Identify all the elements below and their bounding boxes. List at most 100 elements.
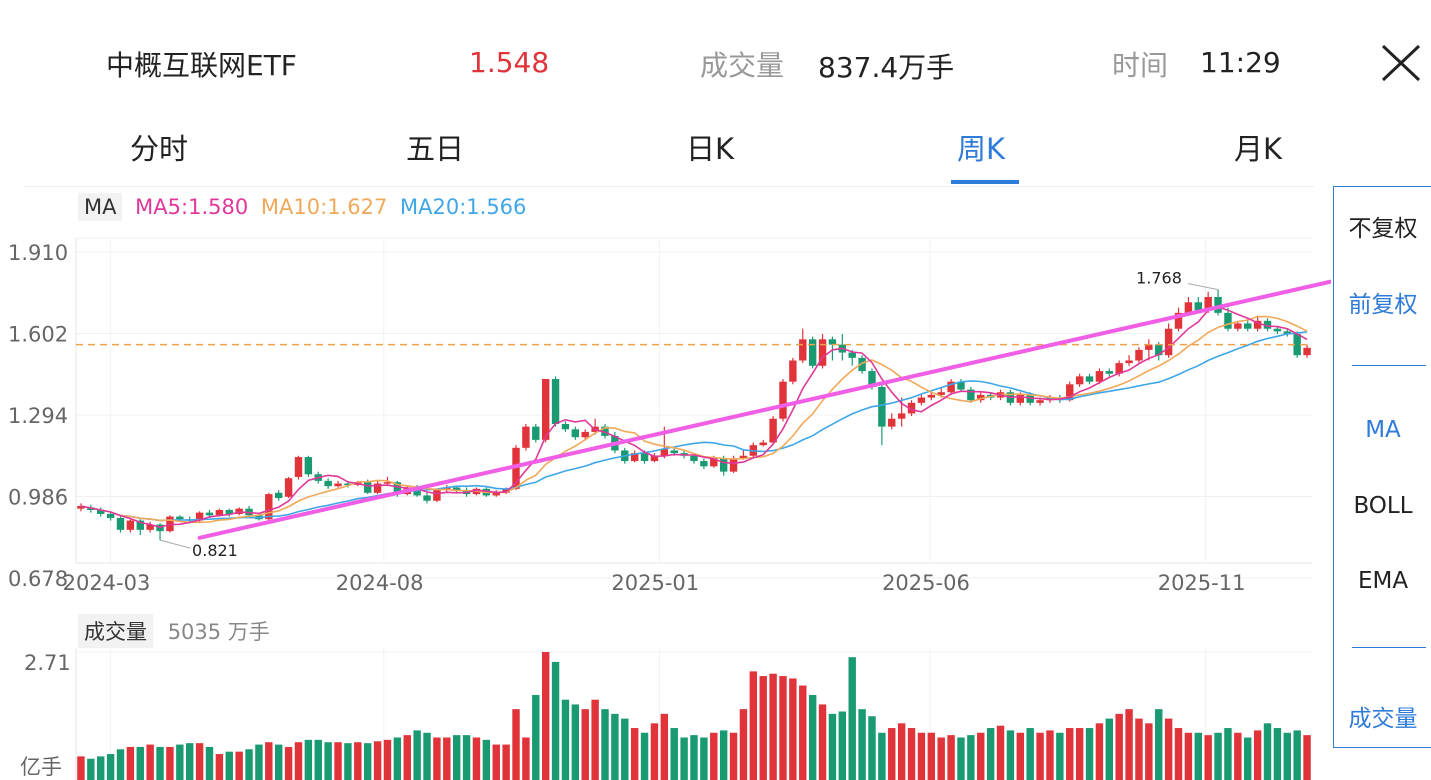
volume-bar bbox=[255, 744, 263, 780]
volume-bar bbox=[166, 746, 174, 780]
candle-body bbox=[433, 490, 441, 501]
trend-line bbox=[197, 279, 1331, 540]
volume-bar bbox=[601, 709, 609, 780]
volume-bar bbox=[1135, 718, 1143, 780]
volume-bar bbox=[1115, 713, 1123, 780]
candle-body bbox=[304, 457, 313, 475]
volume-bar bbox=[1016, 732, 1025, 780]
annotation-leader bbox=[159, 539, 191, 549]
candle-body bbox=[1283, 331, 1291, 335]
volume-bar bbox=[670, 728, 678, 780]
volume-bar bbox=[1194, 732, 1202, 780]
candle-body bbox=[640, 453, 649, 462]
volume-bar bbox=[235, 751, 243, 780]
tab-intraday[interactable]: 分时 bbox=[130, 132, 189, 166]
volume-bar bbox=[492, 744, 500, 780]
candle-body bbox=[126, 520, 135, 530]
volume-bar bbox=[630, 728, 639, 780]
candle-body bbox=[719, 458, 728, 472]
x-tick-label: 2025-11 bbox=[1158, 571, 1246, 595]
y-tick-label: 0.678 bbox=[8, 567, 68, 591]
candle-body bbox=[710, 458, 718, 467]
x-tick-label: 2025-06 bbox=[882, 571, 970, 595]
candle-body bbox=[828, 339, 837, 345]
candle-body bbox=[1075, 376, 1084, 385]
volume-bar bbox=[334, 742, 342, 780]
volume-bar bbox=[858, 709, 866, 780]
volume-bar bbox=[314, 739, 322, 780]
candle-body bbox=[1125, 360, 1133, 364]
ma-lines bbox=[80, 306, 1308, 529]
y-tick-label: 0.986 bbox=[8, 486, 68, 510]
y-axis-ticks: 1.910 1.602 1.294 0.986 0.678 bbox=[8, 241, 68, 591]
candle-body bbox=[967, 389, 975, 401]
tab-monthly-k[interactable]: 月K bbox=[1234, 132, 1283, 166]
volume-bar bbox=[294, 742, 303, 780]
tab-weekly-k[interactable]: 周K bbox=[957, 132, 1006, 166]
candle-body bbox=[116, 517, 125, 530]
option-unadjusted[interactable]: 不复权 bbox=[1348, 216, 1418, 242]
volume-bar bbox=[611, 713, 619, 780]
ma-legend-label: MA bbox=[78, 193, 123, 221]
candle-body bbox=[1164, 328, 1173, 356]
option-ma[interactable]: MA bbox=[1365, 417, 1401, 443]
volume-bar bbox=[265, 742, 273, 780]
volume-bar bbox=[324, 742, 332, 780]
volume-bar bbox=[967, 735, 975, 780]
candle-body bbox=[512, 447, 520, 489]
volume-bar bbox=[1075, 728, 1084, 780]
candle-body bbox=[1244, 323, 1252, 329]
ma20-value: MA20:1.566 bbox=[400, 195, 527, 219]
volume-bar bbox=[1293, 730, 1301, 780]
option-volume[interactable]: 成交量 bbox=[1348, 706, 1418, 732]
volume-bar bbox=[878, 732, 886, 780]
panel-divider bbox=[1352, 365, 1426, 366]
kline-chart[interactable]: 1.910 1.602 1.294 0.986 0.678 2024-03 2024-08… bbox=[0, 0, 1331, 780]
candle-body bbox=[808, 339, 817, 366]
candle-body bbox=[413, 487, 421, 496]
candle-body bbox=[225, 509, 233, 514]
candle-body bbox=[848, 352, 856, 358]
x-tick-label: 2024-03 bbox=[63, 571, 151, 595]
candle-body bbox=[294, 457, 303, 477]
candle-body bbox=[907, 402, 916, 414]
overlays: 1.768 0.821 bbox=[76, 269, 1331, 560]
volume-bar bbox=[907, 728, 916, 780]
volume-bar bbox=[769, 673, 777, 780]
chart-grid bbox=[75, 237, 1312, 780]
volume-legend: 成交量 5035 万手 bbox=[78, 614, 270, 648]
volume-bar bbox=[452, 735, 461, 780]
option-boll[interactable]: BOLL bbox=[1353, 493, 1413, 519]
volume-bar bbox=[373, 741, 382, 780]
candle-body bbox=[1293, 334, 1301, 356]
volume-bar bbox=[957, 737, 965, 780]
candle-body bbox=[660, 449, 669, 456]
candle-body bbox=[215, 509, 224, 516]
volume-bar bbox=[1263, 723, 1272, 780]
volume-value: 837.4万手 bbox=[818, 51, 955, 84]
candle-body bbox=[897, 413, 906, 419]
volume-bar bbox=[383, 739, 392, 780]
volume-bar bbox=[186, 743, 194, 780]
candle-body bbox=[1303, 347, 1311, 356]
volume-bar bbox=[1253, 730, 1262, 780]
volume-bar bbox=[868, 716, 876, 780]
candle-body bbox=[205, 512, 214, 516]
option-ema[interactable]: EMA bbox=[1357, 568, 1409, 594]
candle-body bbox=[1085, 376, 1094, 382]
option-forward-adjusted[interactable]: 前复权 bbox=[1348, 292, 1418, 318]
volume-bar bbox=[176, 744, 184, 780]
close-button[interactable] bbox=[1378, 42, 1424, 84]
candle-body bbox=[334, 483, 342, 487]
volume-bar bbox=[927, 732, 936, 780]
ma10-line bbox=[80, 315, 1308, 524]
volume-bar bbox=[284, 746, 293, 780]
candle-body bbox=[1145, 344, 1153, 350]
volume-bar bbox=[1214, 732, 1222, 780]
tab-daily-k[interactable]: 日K bbox=[686, 132, 735, 166]
volume-bar bbox=[532, 694, 540, 780]
y-tick-label: 1.294 bbox=[8, 404, 68, 428]
volume-bar bbox=[799, 685, 807, 780]
tab-five-day[interactable]: 五日 bbox=[406, 132, 465, 166]
volume-bar bbox=[700, 737, 708, 780]
